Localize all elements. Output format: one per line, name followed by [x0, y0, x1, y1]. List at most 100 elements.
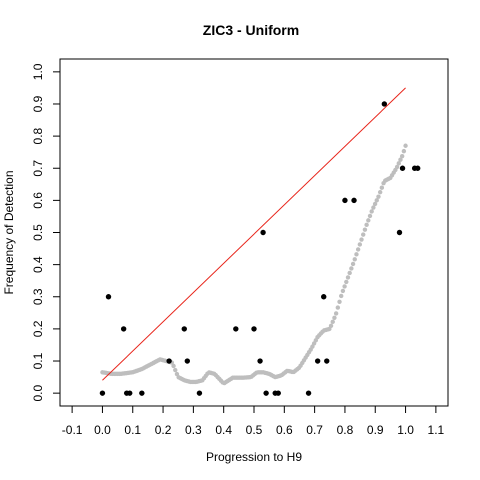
reference-line-layer — [102, 87, 406, 381]
y-tick-label: 0.6 — [31, 192, 45, 209]
y-tick-label: 0.9 — [31, 95, 45, 112]
plot-frame — [59, 58, 449, 407]
smoothed-point — [403, 143, 408, 148]
chart-title: ZIC3 - Uniform — [203, 22, 299, 38]
smoothed-point — [376, 194, 381, 199]
smoothed-point — [401, 148, 407, 154]
smoothed-point — [379, 185, 385, 190]
x-axis: -0.1 0.0 0.1 0.2 0.3 0.4 0.5 0.6 0.7 0.8 0.9 1.0 1.1 — [62, 405, 445, 437]
observed-point — [414, 165, 421, 171]
smoothed-point — [332, 315, 337, 320]
smoothed-point — [362, 227, 368, 232]
smoothed-point — [347, 270, 352, 276]
smoothed-point — [367, 213, 373, 219]
x-tick-label: 0.9 — [367, 423, 384, 437]
observed-point — [99, 390, 106, 396]
observed-point — [324, 358, 330, 364]
smoothed-point — [345, 275, 351, 280]
observed-point — [105, 294, 112, 300]
x-tick-label: 0.5 — [246, 423, 263, 437]
observed-point — [166, 358, 172, 364]
smoothed-point — [361, 232, 366, 237]
observed-point — [184, 358, 191, 364]
observed-point — [257, 358, 263, 364]
observed-point — [251, 326, 257, 332]
smoothed-point — [339, 293, 344, 299]
observed-point — [399, 165, 406, 171]
y-tick-label: 0.5 — [31, 224, 45, 241]
smoothed-point — [372, 201, 378, 207]
observed-point — [314, 358, 321, 364]
y-axis-label: Frequency of Detection — [2, 170, 16, 294]
y-tick-label: 0.8 — [31, 127, 45, 144]
x-tick-label: -0.1 — [62, 423, 83, 437]
smoothed-point — [398, 157, 403, 162]
observed-point — [127, 390, 133, 396]
smoothed-point — [357, 242, 363, 247]
smoothed-point — [335, 305, 341, 310]
smoothed-point — [394, 164, 400, 170]
smoothed-point — [354, 252, 359, 257]
observed-point — [396, 229, 403, 236]
observed-point — [263, 390, 269, 396]
smoothed-point — [337, 299, 342, 304]
observed-point — [233, 326, 239, 332]
x-tick-label: 0.4 — [215, 423, 232, 437]
x-tick-label: 1.1 — [428, 423, 445, 437]
smoothed-point — [371, 205, 376, 210]
smoothed-point — [344, 279, 349, 285]
smoothed-point — [352, 257, 357, 262]
x-tick-label: 0.2 — [155, 423, 172, 437]
observed-point — [275, 390, 281, 396]
observed-point — [181, 326, 187, 332]
y-tick-label: 0.0 — [31, 384, 45, 401]
observed-point — [260, 229, 266, 236]
observed-point — [351, 197, 357, 204]
observed-point — [305, 390, 312, 396]
y-tick-label: 0.4 — [31, 256, 45, 273]
observed-series — [99, 101, 421, 396]
x-tick-label: 1.0 — [397, 423, 414, 437]
smoothed-point — [374, 198, 379, 203]
smoothed-point — [171, 363, 176, 369]
observed-point — [381, 101, 388, 107]
smoothed-point — [377, 189, 383, 195]
smoothed-point — [364, 222, 369, 228]
smoothed-point — [330, 319, 335, 325]
smoothed-point — [396, 161, 401, 166]
smoothed-point — [369, 209, 374, 214]
observed-point — [196, 390, 203, 396]
smoothed-point — [173, 367, 178, 373]
x-tick-label: 0.3 — [185, 423, 202, 437]
x-tick-label: 0.1 — [124, 423, 141, 437]
smoothed-point — [366, 218, 371, 223]
y-tick-label: 1.0 — [31, 63, 45, 80]
y-tick-label: 0.1 — [31, 352, 45, 369]
smoothed-point — [342, 284, 347, 289]
x-axis-label: Progression to H9 — [206, 450, 302, 464]
smoothed-point — [359, 237, 364, 242]
smoothed-point — [399, 153, 405, 159]
smoothed-point — [350, 261, 356, 267]
reference-line — [102, 87, 406, 381]
y-tick-label: 0.2 — [31, 320, 45, 337]
smoothed-point — [333, 311, 339, 316]
smoothed-point — [355, 247, 361, 252]
y-tick-label: 0.3 — [31, 288, 45, 305]
smoothed-point — [349, 266, 354, 271]
x-tick-label: 0.7 — [306, 423, 323, 437]
observed-point — [321, 294, 327, 300]
observed-point — [139, 390, 145, 396]
y-tick-label: 0.7 — [31, 160, 45, 177]
smoothed-point — [328, 323, 334, 329]
y-axis: 0.0 0.1 0.2 0.3 0.4 0.5 0.6 0.7 0.8 0.9 1.0 — [31, 63, 61, 401]
smoothed-point — [174, 371, 180, 377]
observed-point — [342, 197, 348, 204]
x-tick-label: 0.8 — [337, 423, 354, 437]
smoothed-point — [340, 288, 346, 294]
x-tick-label: 0.0 — [94, 423, 111, 437]
x-tick-label: 0.6 — [276, 423, 293, 437]
observed-point — [120, 326, 127, 332]
smoothed-series — [100, 143, 408, 386]
